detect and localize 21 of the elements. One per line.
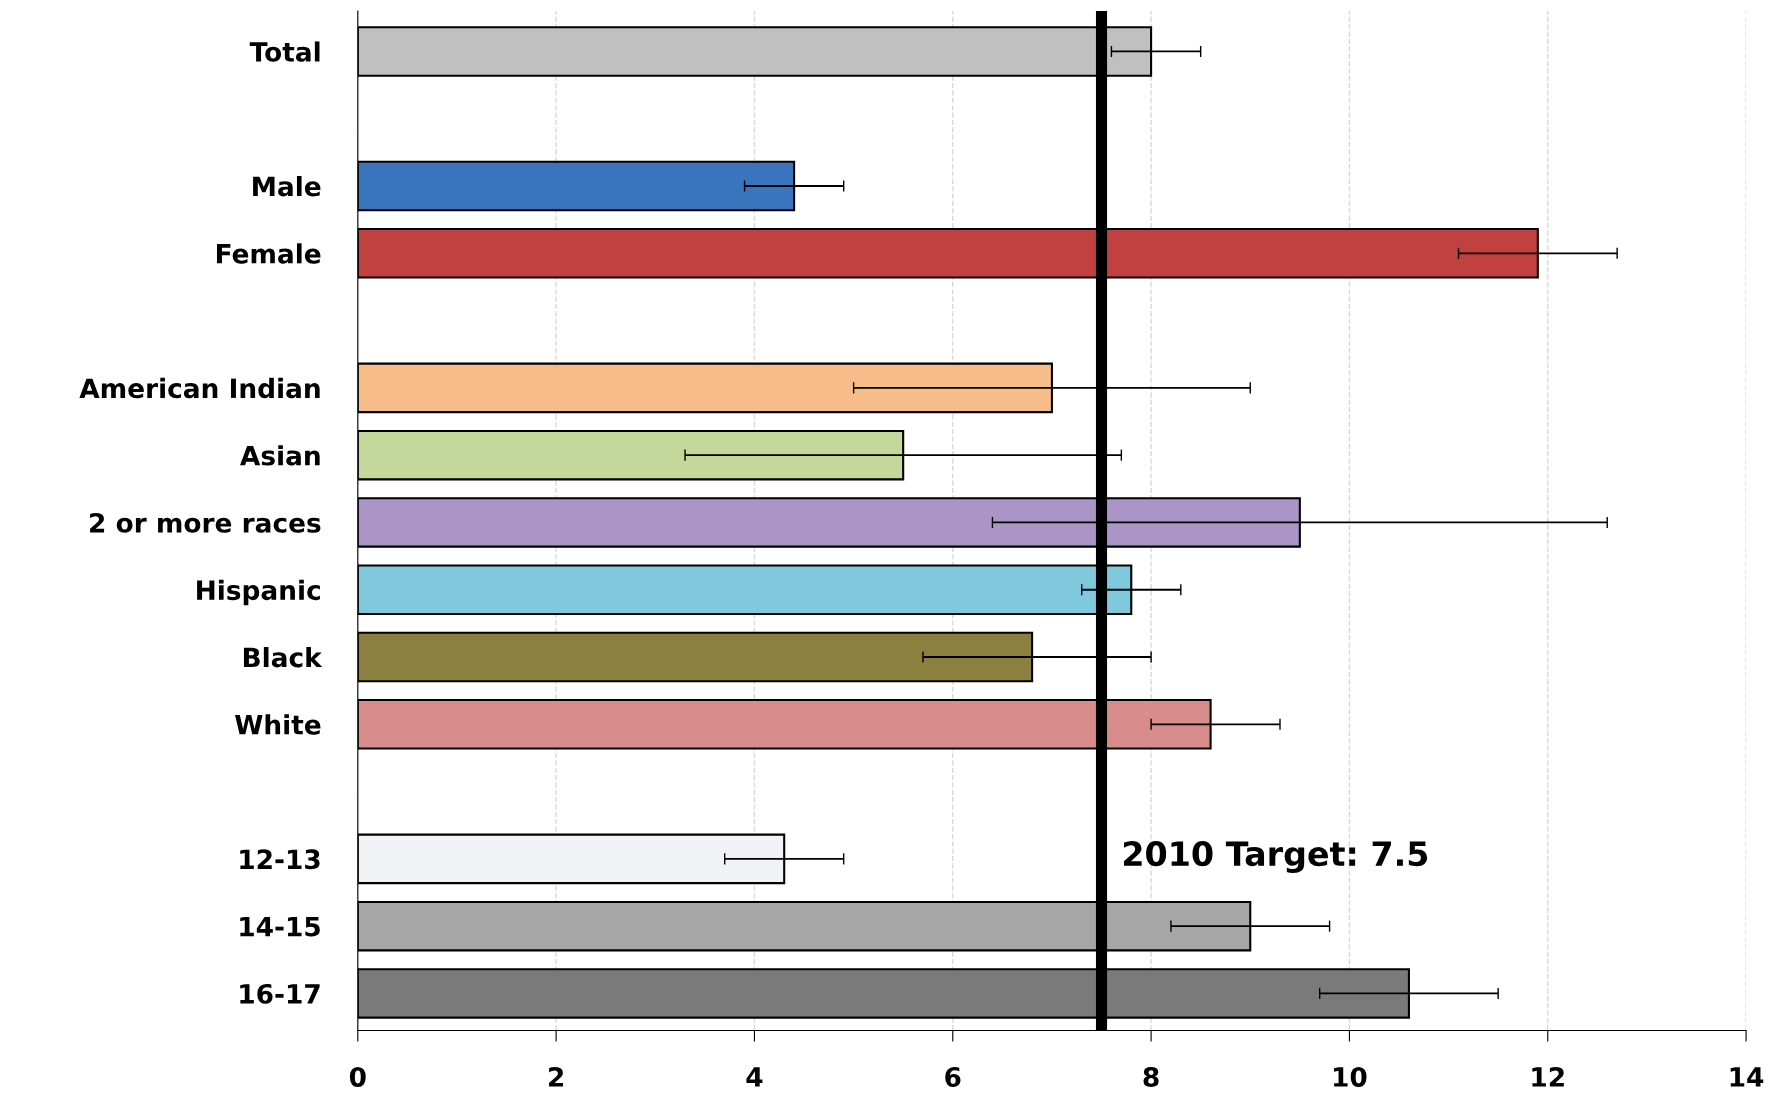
y-tick-label: 2 or more races xyxy=(90,512,321,533)
x-tick-label: 14 xyxy=(1730,1067,1764,1087)
y-tick-label: White xyxy=(235,714,321,735)
y-tick-label: 14-15 xyxy=(240,916,320,937)
x-tick-label: 10 xyxy=(1334,1067,1367,1087)
y-tick-label: Asian xyxy=(240,445,320,466)
x-tick-label: 8 xyxy=(1143,1067,1159,1087)
y-tick-label: Hispanic xyxy=(197,579,320,606)
y-tick-label: 12-13 xyxy=(240,849,320,870)
y-tick-label: Total xyxy=(249,41,320,62)
y-tick-label: Black xyxy=(243,646,323,668)
y-tick-label: Female xyxy=(216,243,321,264)
y-tick-label: Male xyxy=(253,175,321,197)
x-tick-label: 2 xyxy=(549,1067,564,1087)
y-tick-label: 16-17 xyxy=(240,983,320,1004)
x-tick-label: 6 xyxy=(945,1067,961,1087)
ref-line-label: 2010 Target: 7.5 xyxy=(1123,841,1428,873)
y-tick-label: American Indian xyxy=(79,377,320,399)
x-tick-label: 12 xyxy=(1532,1067,1564,1087)
x-tick-label: 0 xyxy=(349,1067,366,1087)
x-tick-label: 4 xyxy=(746,1067,763,1087)
